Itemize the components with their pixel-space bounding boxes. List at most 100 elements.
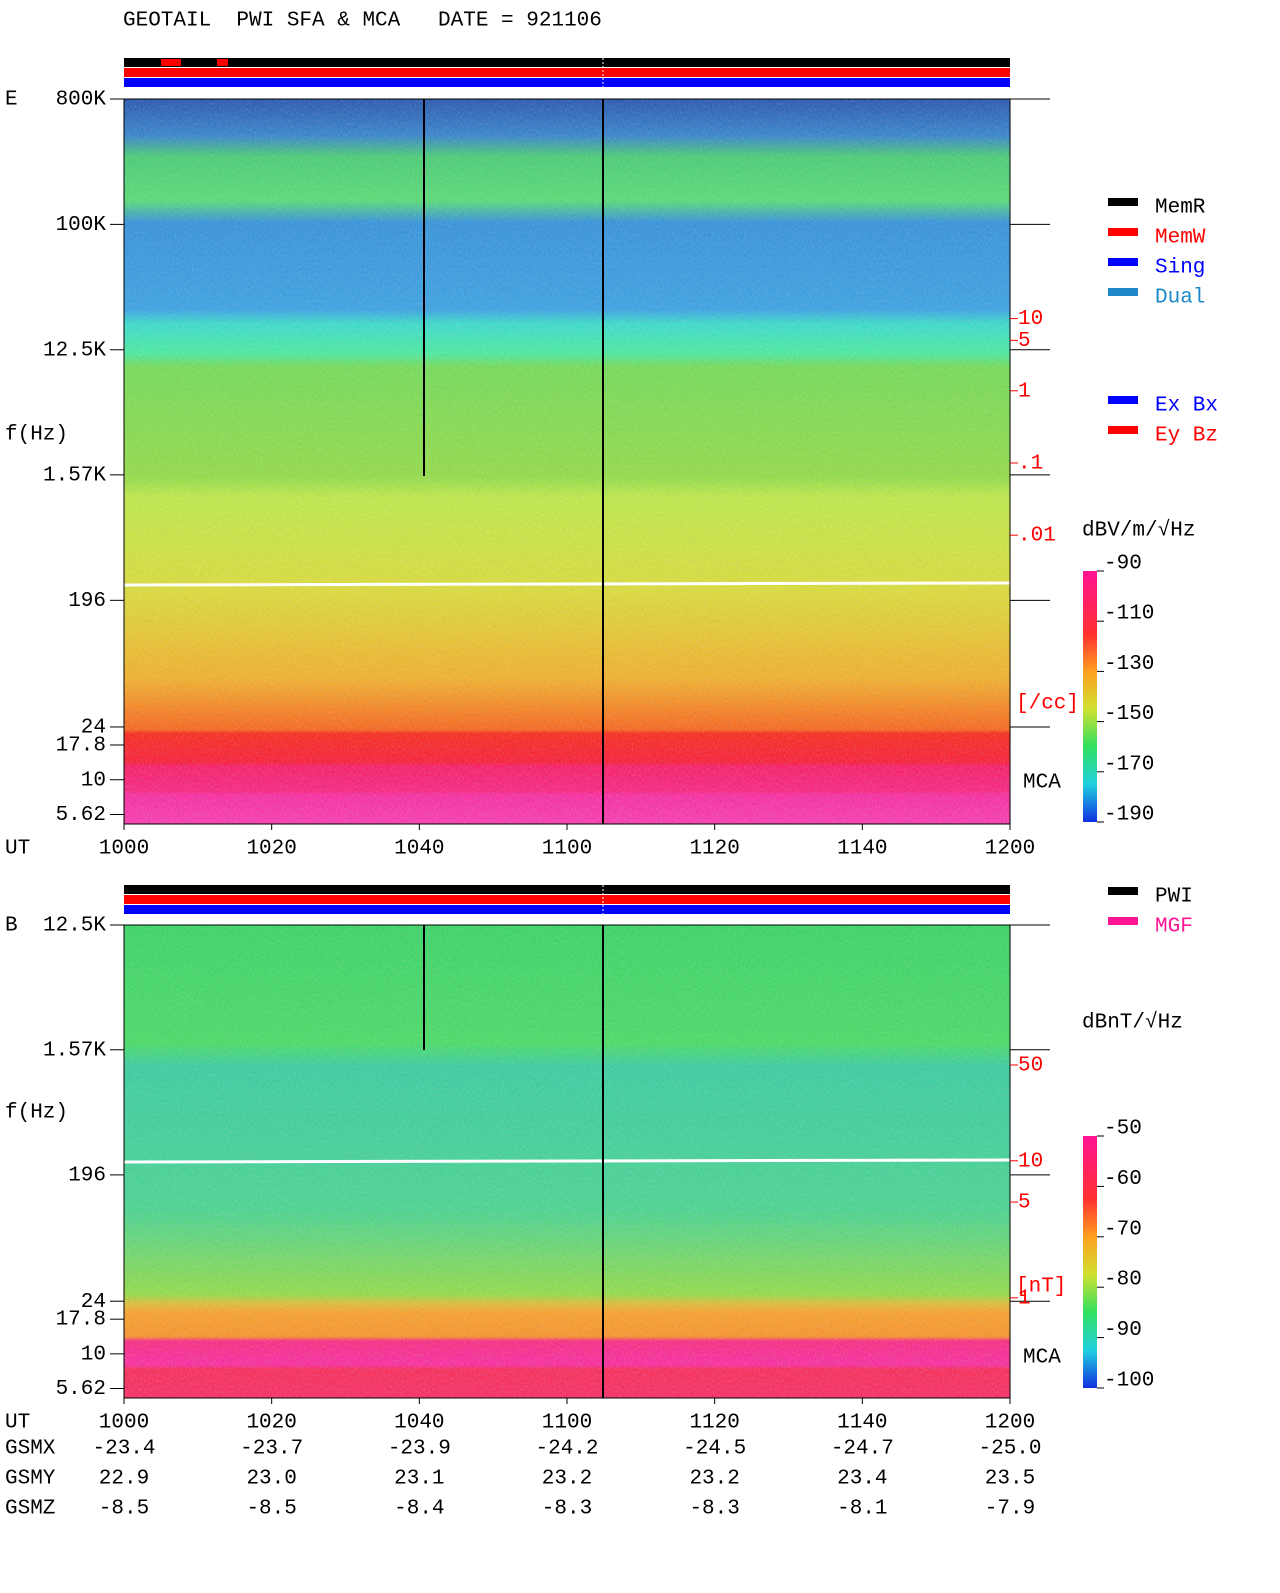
orbit-value: 23.2 xyxy=(542,1468,592,1491)
legend-label: Ex Bx xyxy=(1155,395,1218,418)
y2-tick-label: 1 xyxy=(1018,1287,1031,1310)
orbit-value: -8.1 xyxy=(837,1498,887,1521)
colorbar-tick-label: -110 xyxy=(1104,603,1154,626)
legend-swatch xyxy=(1108,288,1138,296)
y-tick-label: 17.8 xyxy=(56,1309,106,1332)
orbit-value: -7.9 xyxy=(985,1498,1035,1521)
y-tick-label: 10 xyxy=(81,769,106,792)
colorbar xyxy=(1083,571,1097,822)
y-tick-label: 1.57K xyxy=(43,1039,106,1062)
panel-label: E xyxy=(5,89,18,112)
orbit-value: 23.4 xyxy=(837,1468,887,1491)
orbit-value: 23.0 xyxy=(246,1468,296,1491)
colorbar-tick-label: -50 xyxy=(1104,1118,1142,1141)
x-tick-label: 1040 xyxy=(394,1412,444,1435)
legend-swatch xyxy=(1108,198,1138,206)
legend-label: MemW xyxy=(1155,227,1206,250)
mca-label: MCA xyxy=(1023,772,1061,795)
status-bar xyxy=(124,885,1010,894)
y-tick-label: 196 xyxy=(68,590,106,613)
y2-tick-label: 1 xyxy=(1018,380,1031,403)
colorbar-label: dBV/m/√Hz xyxy=(1082,519,1195,543)
legend-swatch xyxy=(1108,426,1138,434)
x-tick-label: 1040 xyxy=(394,838,444,861)
y-tick-label: 12.5K xyxy=(43,915,106,938)
x-tick-label: 1140 xyxy=(837,838,887,861)
orbit-value: 23.5 xyxy=(985,1468,1035,1491)
colorbar xyxy=(1083,1136,1097,1388)
orbit-value: -8.3 xyxy=(689,1498,739,1521)
chart-title: GEOTAIL PWI SFA & MCA DATE = 921106 xyxy=(123,10,602,33)
status-bar xyxy=(124,68,1010,77)
legend-label: MemR xyxy=(1155,197,1206,220)
status-bar xyxy=(124,58,1010,67)
y-tick-label: 24 xyxy=(81,1291,106,1314)
y-tick-label: 17.8 xyxy=(56,735,106,758)
orbit-label: GSMX xyxy=(5,1438,56,1461)
panel-label: B xyxy=(5,915,18,938)
y2-tick-label: .01 xyxy=(1018,525,1056,548)
orbit-value: 23.2 xyxy=(689,1468,739,1491)
y2-tick-label: .1 xyxy=(1018,453,1043,476)
legend-label: MGF xyxy=(1155,916,1193,939)
orbit-value: 23.1 xyxy=(394,1468,444,1491)
y-axis-label: f(Hz) xyxy=(5,424,68,447)
x-tick-label: 1140 xyxy=(837,1412,887,1435)
orbit-value: -23.4 xyxy=(92,1438,155,1461)
y-tick-label: 100K xyxy=(56,214,107,237)
colorbar-tick-label: -190 xyxy=(1104,804,1154,827)
colorbar-label: dBnT/√Hz xyxy=(1082,1011,1183,1035)
orbit-label: GSMZ xyxy=(5,1498,55,1521)
colorbar-tick-label: -150 xyxy=(1104,703,1154,726)
legend-swatch xyxy=(1108,228,1138,236)
orbit-value: -25.0 xyxy=(978,1438,1041,1461)
colorbar-tick-label: -80 xyxy=(1104,1269,1142,1292)
y-tick-label: 10 xyxy=(81,1343,106,1366)
y-tick-label: 196 xyxy=(68,1164,106,1187)
orbit-value: -8.4 xyxy=(394,1498,444,1521)
y2-axis-label: [/cc] xyxy=(1016,693,1079,716)
y-tick-label: 1.57K xyxy=(43,464,106,487)
colorbar-tick-label: -130 xyxy=(1104,653,1154,676)
y2-tick-label: 5 xyxy=(1018,1192,1031,1215)
y-tick-label: 5.62 xyxy=(56,1378,106,1401)
legend-label: PWI xyxy=(1155,886,1193,909)
legend-swatch xyxy=(1108,917,1138,925)
legend-label: Sing xyxy=(1155,257,1205,280)
legend-swatch xyxy=(1108,258,1138,266)
colorbar-tick-label: -70 xyxy=(1104,1218,1142,1241)
x-tick-label: 1100 xyxy=(542,1412,592,1435)
electron-cyclotron-line xyxy=(123,1158,1011,1164)
x-tick-label: 1020 xyxy=(246,1412,296,1435)
orbit-value: -8.5 xyxy=(246,1498,296,1521)
status-bar xyxy=(124,895,1010,904)
orbit-value: -24.7 xyxy=(831,1438,894,1461)
mca-label: MCA xyxy=(1023,1347,1061,1370)
status-bar xyxy=(124,78,1010,87)
x-tick-label: 1100 xyxy=(542,838,592,861)
status-block xyxy=(161,59,181,66)
y2-tick-label: 50 xyxy=(1018,1055,1043,1078)
orbit-value: 22.9 xyxy=(99,1468,149,1491)
status-block xyxy=(217,59,228,66)
colorbar-tick-label: -90 xyxy=(1104,553,1142,576)
y-tick-label: 12.5K xyxy=(43,339,106,362)
x-axis-label: UT xyxy=(5,838,30,861)
legend-swatch xyxy=(1108,887,1138,895)
legend-label: Ey Bz xyxy=(1155,425,1218,448)
y-tick-label: 24 xyxy=(81,717,106,740)
y2-tick-label: 5 xyxy=(1018,330,1031,353)
x-tick-label: 1200 xyxy=(985,1412,1035,1435)
colorbar-tick-label: -60 xyxy=(1104,1168,1142,1191)
y-tick-label: 5.62 xyxy=(56,804,106,827)
orbit-value: -8.5 xyxy=(99,1498,149,1521)
orbit-value: -24.5 xyxy=(683,1438,746,1461)
y2-tick-label: 10 xyxy=(1018,1150,1043,1173)
y-tick-label: 800K xyxy=(56,89,107,112)
x-tick-label: 1120 xyxy=(689,1412,739,1435)
electron-cyclotron-line xyxy=(123,581,1011,587)
orbit-value: -23.9 xyxy=(388,1438,451,1461)
status-bar xyxy=(124,905,1010,914)
y2-axis-label: [nT] xyxy=(1016,1276,1066,1299)
colorbar-tick-label: -170 xyxy=(1104,753,1154,776)
